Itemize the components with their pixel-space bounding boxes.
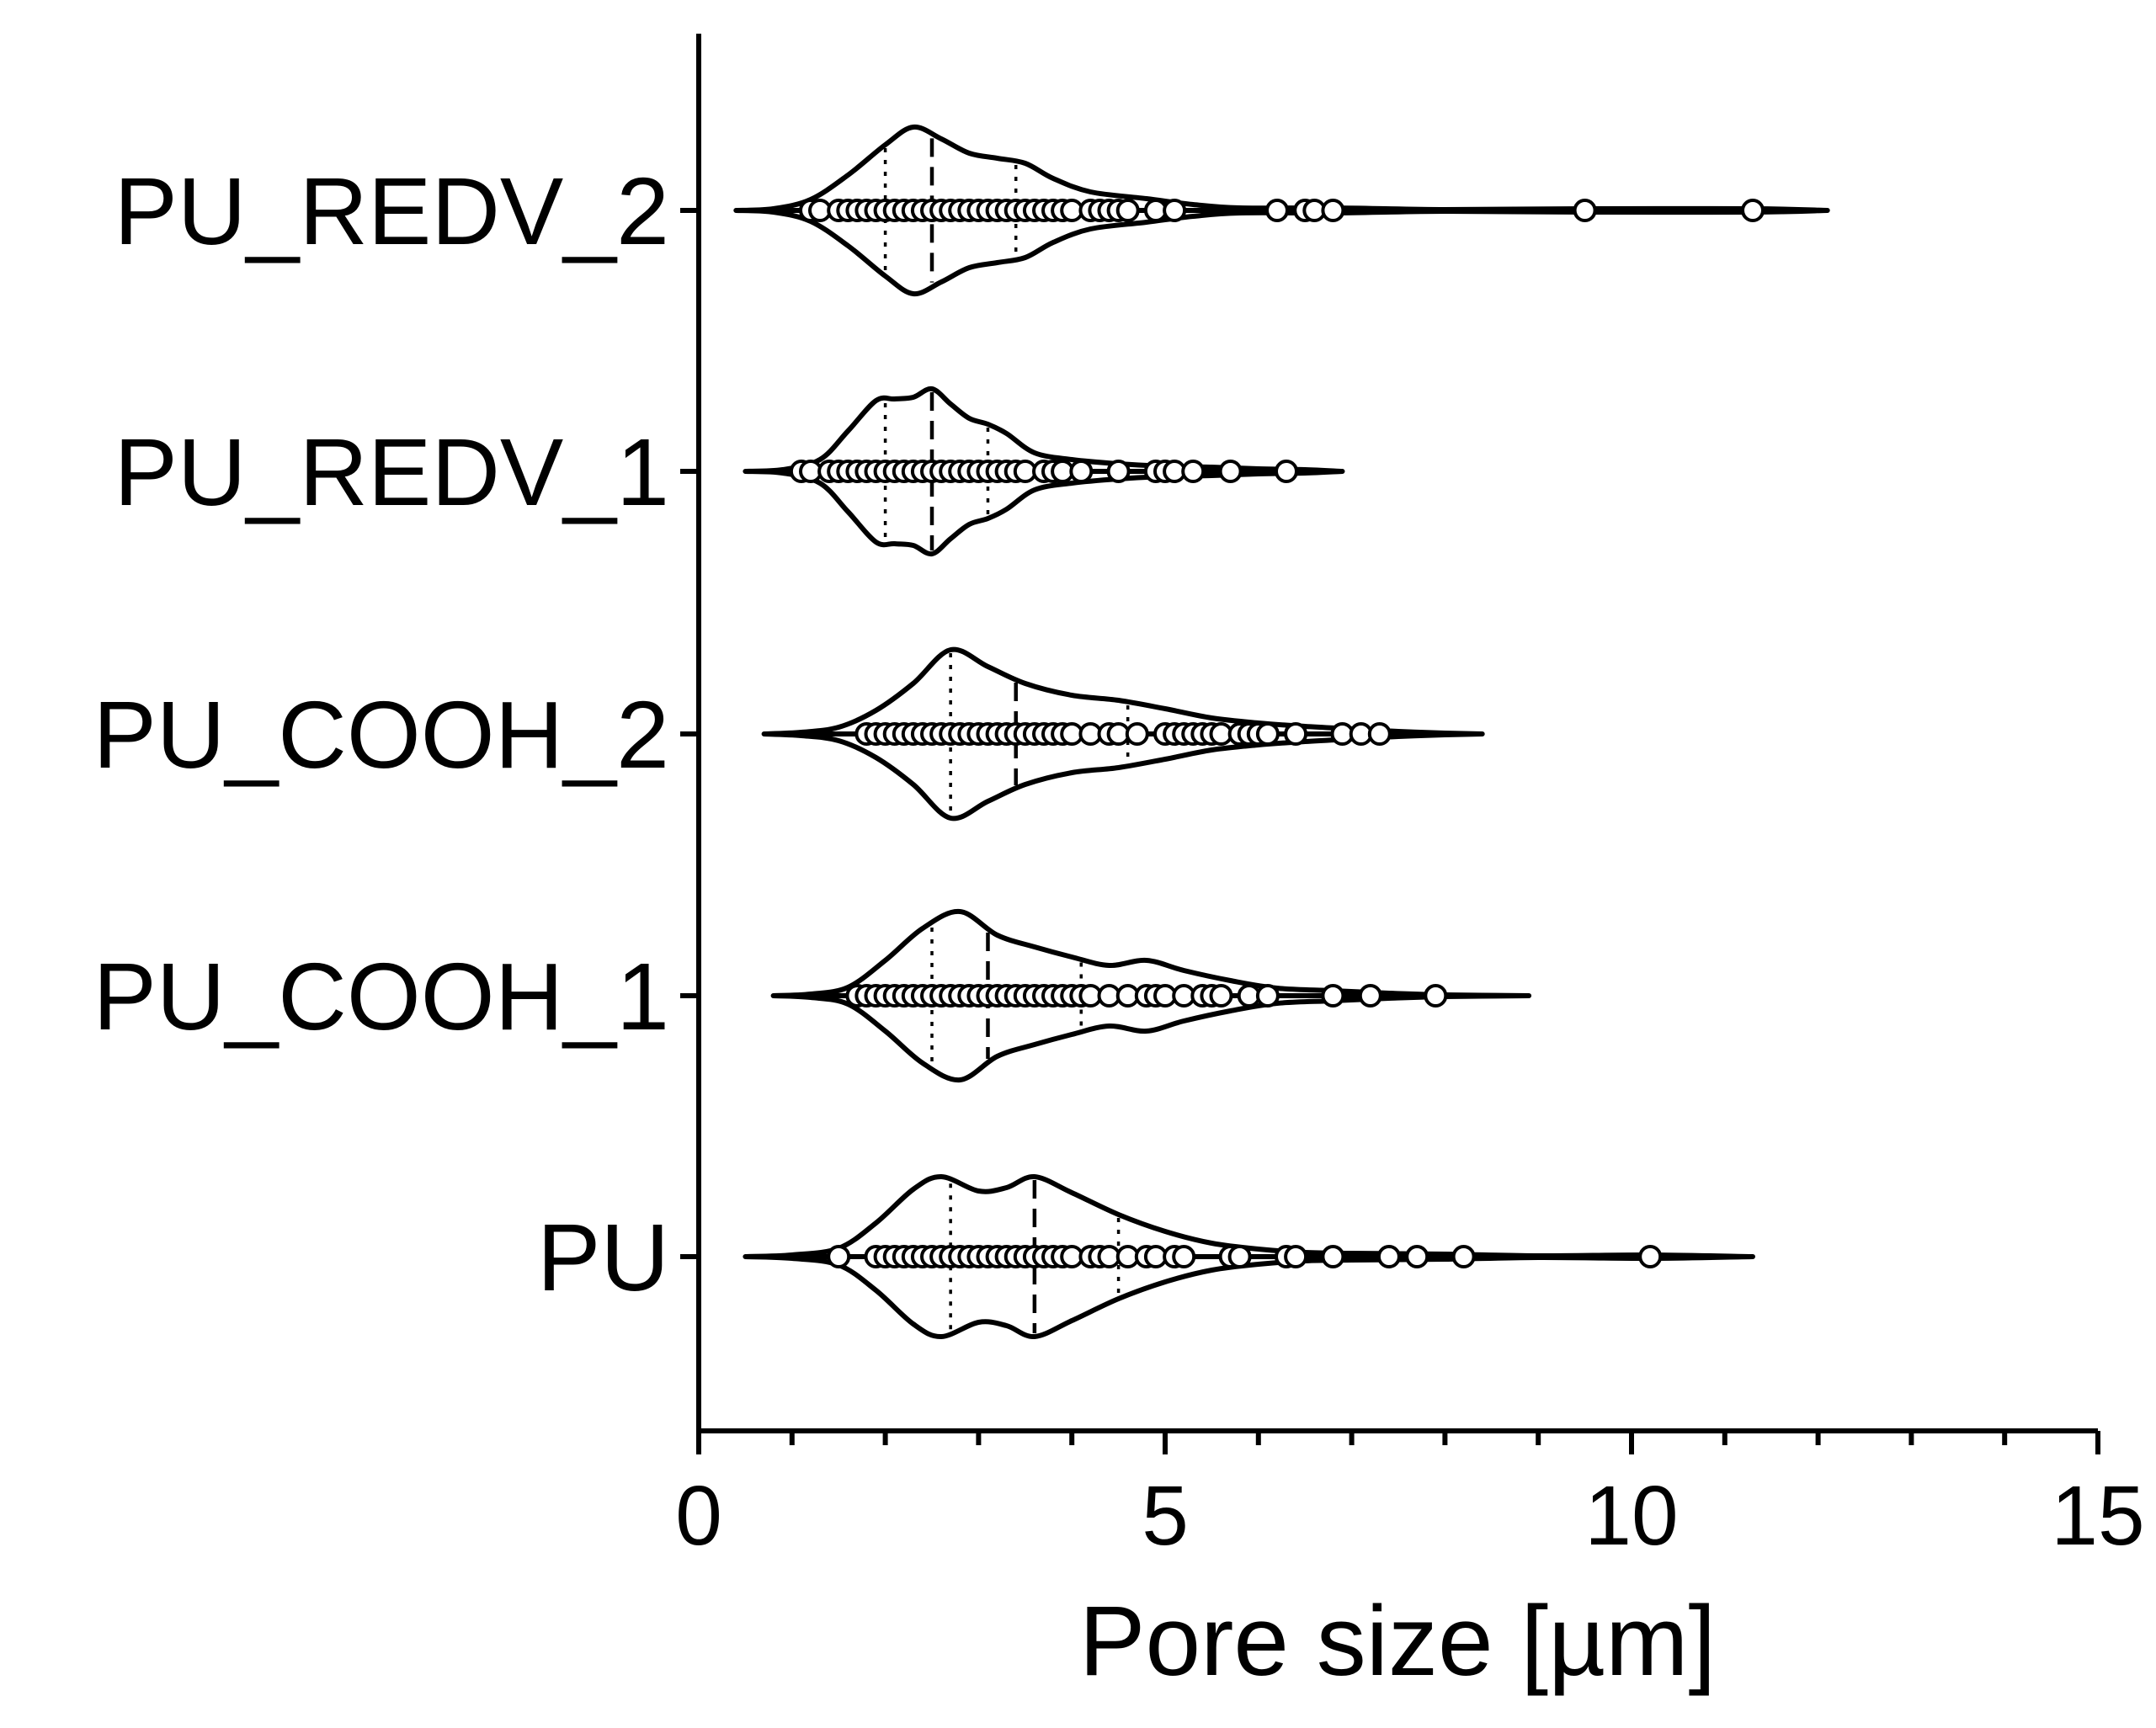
category-label-pu-redv-1: PU_REDV_1 [114,419,669,525]
x-tick-label: 5 [1142,1469,1189,1563]
category-label-pu-cooh-1: PU_COOH_1 [93,944,669,1050]
data-point [1451,1245,1476,1268]
violin-group-pu-redv-2 [733,124,1830,297]
x-tick-label: 10 [1584,1469,1678,1563]
data-point [1115,199,1140,222]
data-point [1358,984,1382,1008]
data-point [1424,984,1448,1008]
violin-group-pu-cooh-1 [770,908,1532,1083]
data-point [827,1245,851,1268]
data-point [1321,984,1345,1008]
data-point [1367,722,1392,746]
violins-layer [733,124,1830,1340]
data-point [1163,199,1187,222]
x-tick-label: 0 [675,1469,722,1563]
data-point [1284,1245,1308,1268]
x-ticks-layer: 0 5 10 15 [675,1431,2145,1563]
category-label-pu: PU [537,1204,669,1311]
data-point [1255,722,1280,746]
data-point [1321,1245,1345,1268]
data-point [1376,1245,1401,1268]
data-point [1172,1245,1196,1268]
data-point [1265,199,1289,222]
violin-group-pu [743,1173,1755,1340]
x-tick-label: 15 [2051,1469,2144,1563]
x-axis-title: Pore size [µm] [1079,1586,1717,1697]
data-point [1181,460,1206,483]
data-point [1069,460,1094,483]
data-point [1321,199,1345,222]
data-point [1741,199,1765,222]
data-point [1284,722,1308,746]
data-point [1218,460,1243,483]
data-point [1209,984,1233,1008]
data-point [1255,984,1280,1008]
data-point [1638,1245,1663,1268]
category-label-pu-redv-2: PU_REDV_2 [114,158,669,264]
data-point [1106,460,1131,483]
violin-group-pu-cooh-2 [761,646,1485,821]
data-point [1573,199,1597,222]
category-labels-layer: PU_REDV_2 PU_REDV_1 PU_COOH_2 PU_COOH_1 PU [93,158,699,1311]
category-label-pu-cooh-2: PU_COOH_2 [93,682,669,788]
data-point [1227,1245,1252,1268]
data-point [1405,1245,1429,1268]
data-point [1275,460,1298,483]
data-point [1125,722,1149,746]
violin-group-pu-redv-1 [743,385,1345,557]
